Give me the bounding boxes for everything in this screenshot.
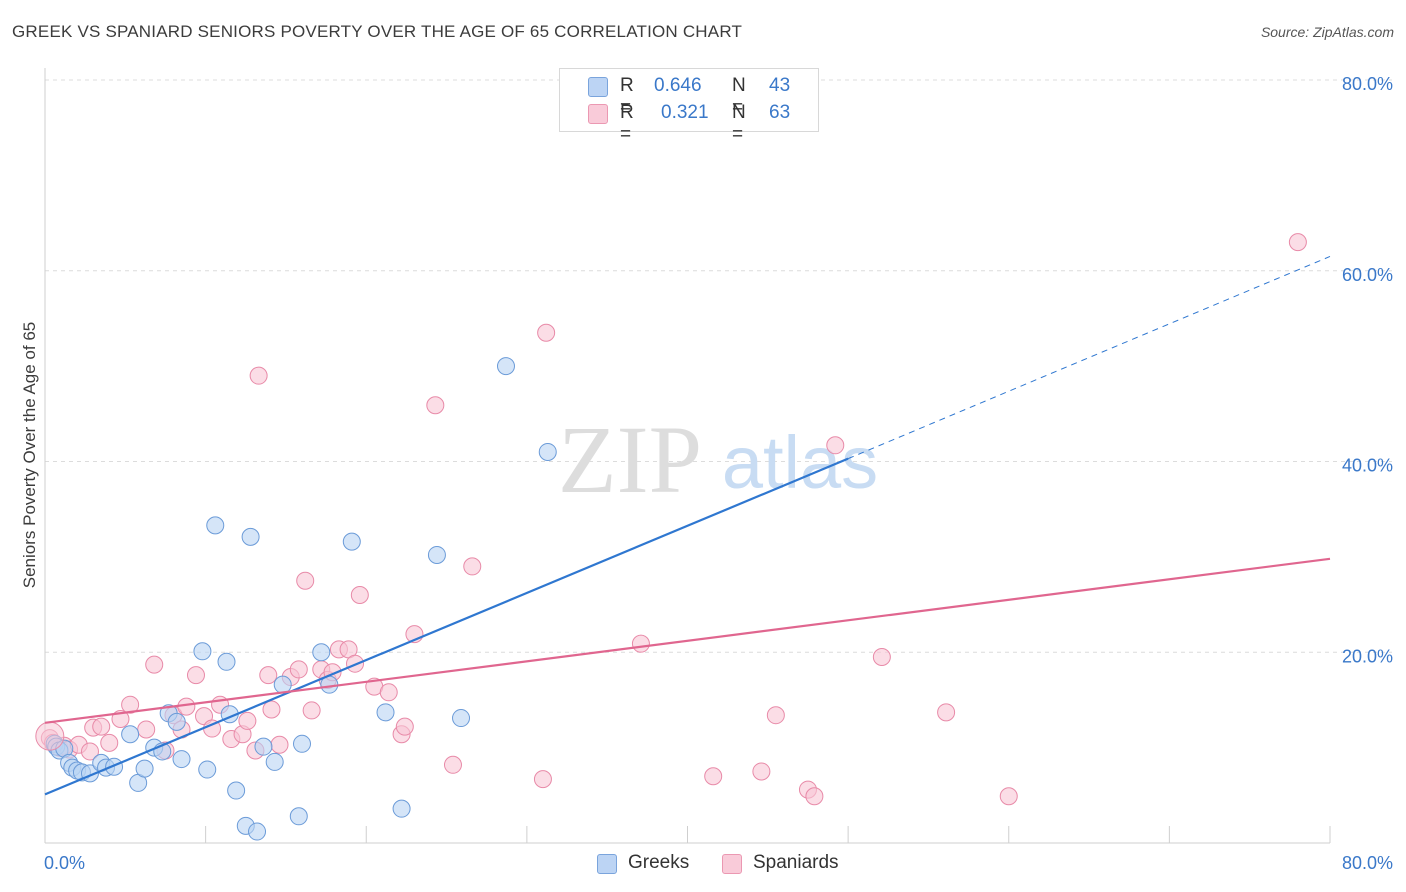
spaniards-swatch xyxy=(588,104,608,124)
spaniards-point xyxy=(249,366,268,385)
spaniards-point xyxy=(395,717,414,736)
x-tick-label: 0.0% xyxy=(44,853,85,873)
spaniards-point xyxy=(296,571,315,590)
greeks-point xyxy=(496,357,515,376)
spaniards-point xyxy=(999,787,1018,806)
spaniards-point xyxy=(270,735,289,754)
greeks-point xyxy=(135,759,154,778)
greeks-point xyxy=(538,442,557,461)
n-label: N = xyxy=(732,75,746,118)
greeks-point xyxy=(452,709,471,728)
greeks-point xyxy=(254,737,273,756)
spaniards-point xyxy=(937,703,956,722)
spaniards-trend-line xyxy=(44,557,1331,724)
watermark: ZIP atlas xyxy=(558,406,878,513)
spaniards-point xyxy=(262,700,281,719)
spaniards-point xyxy=(704,767,723,786)
spaniards-point xyxy=(35,721,65,751)
spaniards-point xyxy=(826,436,845,455)
x-tick-label: 80.0% xyxy=(1342,853,1393,873)
greeks-point xyxy=(167,712,186,731)
greeks-point xyxy=(227,781,246,800)
spaniards-legend-swatch xyxy=(722,854,742,874)
spaniards-point xyxy=(533,770,552,789)
greeks-r-value: 0.646 xyxy=(654,75,702,96)
greeks-legend-label: Greeks xyxy=(628,852,690,873)
spaniards-point xyxy=(186,666,205,685)
spaniards-point xyxy=(805,787,824,806)
spaniards-point xyxy=(92,717,111,736)
spaniards-point xyxy=(259,666,278,685)
greeks-point xyxy=(312,643,331,662)
greeks-point xyxy=(293,734,311,753)
spaniards-point xyxy=(289,660,308,679)
correlation-legend: R = 0.646 N = 43 R = 0.321 N = 63 xyxy=(559,68,819,145)
spaniards-point xyxy=(426,396,445,415)
greeks-point xyxy=(241,527,260,546)
spaniards-point xyxy=(537,323,556,342)
n-label: N = xyxy=(732,102,746,145)
spaniards-point xyxy=(350,586,369,605)
greeks-point xyxy=(289,807,308,826)
spaniards-point xyxy=(379,683,398,702)
spaniards-point xyxy=(1288,233,1307,252)
spaniards-point xyxy=(137,720,156,739)
spaniards-point xyxy=(443,755,462,774)
spaniards-point xyxy=(121,695,140,714)
tick-labels: 20.0% 40.0% 60.0% 80.0% 0.0% 80.0% xyxy=(44,74,1393,873)
source-label: Source: ZipAtlas.com xyxy=(1260,24,1394,40)
spaniards-point xyxy=(463,557,482,576)
y-axis-label: Seniors Poverty Over the Age of 65 xyxy=(20,321,39,589)
chart-title: GREEK VS SPANIARD SENIORS POVERTY OVER T… xyxy=(12,22,743,41)
greeks-legend-swatch xyxy=(597,854,617,874)
greeks-point xyxy=(342,532,361,551)
greeks-trend-line xyxy=(44,457,849,796)
r-label: R = xyxy=(620,102,634,145)
spaniards-legend-label: Spaniards xyxy=(753,852,839,873)
greeks-point xyxy=(121,725,140,744)
axes xyxy=(44,68,1331,844)
r-label: R = xyxy=(620,75,634,118)
greeks-point xyxy=(172,750,191,769)
greeks-point xyxy=(376,703,395,722)
y-tick-label: 40.0% xyxy=(1342,456,1393,476)
greeks-point xyxy=(217,652,236,671)
y-tick-label: 20.0% xyxy=(1342,646,1393,666)
watermark-zip: ZIP xyxy=(558,406,702,513)
watermark-atlas: atlas xyxy=(722,421,878,504)
greeks-point xyxy=(427,545,446,564)
greeks-point xyxy=(198,760,217,779)
spaniards-point xyxy=(100,733,119,752)
greeks-swatch xyxy=(588,77,608,97)
spaniards-point xyxy=(238,711,257,730)
greeks-point xyxy=(193,642,212,661)
spaniards-point xyxy=(631,634,650,653)
spaniards-point xyxy=(80,742,99,761)
spaniards-n-value: 63 xyxy=(769,102,791,123)
greeks-point xyxy=(265,752,284,771)
data-points xyxy=(35,233,1307,841)
spaniards-point xyxy=(302,701,321,720)
spaniards-point xyxy=(872,648,891,667)
greeks-trend-extension xyxy=(847,255,1331,460)
spaniards-point xyxy=(752,762,771,781)
trend-lines xyxy=(44,255,1331,796)
spaniards-r-value: 0.321 xyxy=(661,102,709,123)
greeks-point xyxy=(248,822,267,841)
spaniards-point xyxy=(145,655,164,674)
greeks-n-value: 43 xyxy=(769,75,791,96)
y-tick-label: 60.0% xyxy=(1342,265,1393,285)
greeks-point xyxy=(206,516,225,535)
y-tick-label: 80.0% xyxy=(1342,74,1393,94)
greeks-point xyxy=(105,757,124,776)
spaniards-point xyxy=(766,706,785,725)
gridlines xyxy=(45,79,1392,653)
greeks-point xyxy=(392,799,411,818)
